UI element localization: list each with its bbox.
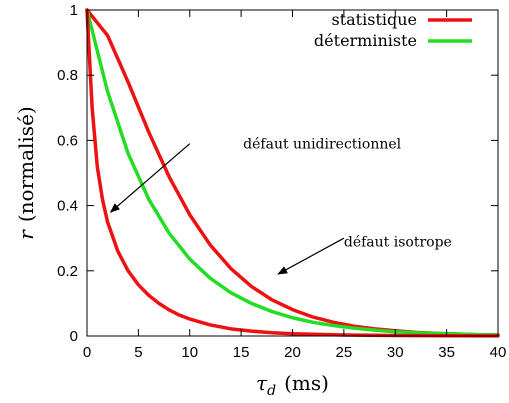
x-tick-label: 15 <box>233 344 250 361</box>
y-axis-label: r (normalisé) <box>14 106 38 239</box>
legend-label: statistique <box>332 10 418 29</box>
series-line-2 <box>85 8 500 337</box>
y-tick-label: 0 <box>70 328 78 345</box>
x-axis-subscript: d <box>267 383 276 399</box>
x-tick-label: 20 <box>284 344 301 361</box>
annotation-arrow <box>277 237 345 275</box>
ticks-layer: 0 5 10 15 20 25 30 35 40 0 0.2 0.4 0.6 0.8 1 <box>57 2 506 361</box>
series-line-1 <box>85 8 500 337</box>
x-tick-label: 10 <box>181 344 198 361</box>
series-line-3 <box>85 8 500 338</box>
y-tick-label: 0.4 <box>57 198 78 215</box>
y-tick-label: 0.6 <box>57 132 78 149</box>
x-tick-label: 35 <box>438 344 455 361</box>
y-tick-label: 0.2 <box>57 263 78 280</box>
y-tick-label: 0.8 <box>57 67 78 84</box>
x-tick-label: 30 <box>387 344 404 361</box>
y-tick-label: 1 <box>70 2 78 19</box>
y-axis-symbol: r <box>14 229 38 240</box>
series-layer <box>85 8 500 338</box>
legend: statistique déterministe <box>314 10 472 50</box>
annotation-arrow <box>109 143 191 213</box>
x-tick-label: 25 <box>336 344 353 361</box>
x-axis-unit: (ms) <box>284 371 329 395</box>
x-tick-label: 0 <box>83 344 91 361</box>
x-axis-symbol: τ <box>256 371 268 395</box>
x-axis-label: τd (ms) <box>256 371 329 399</box>
plot-frame <box>86 9 499 337</box>
x-tick-label: 5 <box>134 344 142 361</box>
annotation-label: défaut unidirectionnel <box>243 137 401 153</box>
legend-label: déterministe <box>314 31 417 50</box>
annotations: défaut unidirectionnel défaut isotrope <box>109 137 452 275</box>
y-axis-unit: (normalisé) <box>14 106 38 222</box>
x-tick-label: 40 <box>490 344 507 361</box>
annotation-label: défaut isotrope <box>344 234 452 250</box>
